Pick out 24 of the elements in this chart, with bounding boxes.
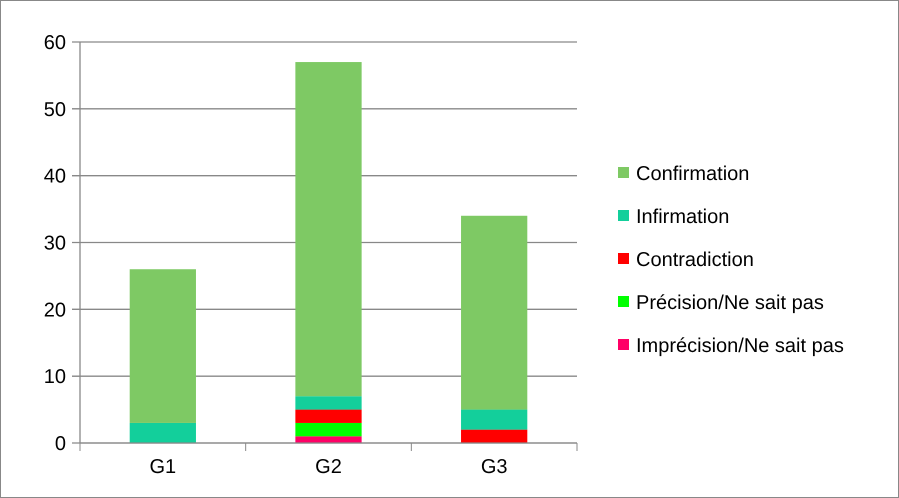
y-tick-label: 0 [54,433,66,455]
legend-label: Précision/Ne sait pas [636,292,824,314]
bar [295,62,362,396]
bar [461,410,528,430]
bar [295,422,362,436]
bar [130,269,196,423]
bar [461,430,528,443]
y-tick-label: 20 [44,299,66,322]
x-tick-label: G2 [315,456,342,478]
bar [130,422,196,443]
y-tick-label: 10 [44,366,66,388]
y-tick-label: 50 [44,98,66,121]
legend-label: Infirmation [636,206,730,228]
y-tick-label: 40 [44,166,66,188]
legend-label: Imprécision/Ne sait pas [636,335,844,357]
x-tick-label: G1 [149,456,176,478]
legend-label: Contradiction [636,249,754,271]
x-tick-label: G3 [480,456,508,478]
bar [295,396,362,410]
y-tick-label: 30 [44,232,66,254]
bar [295,410,362,423]
legend-label: Confirmation [636,163,750,185]
bar [461,216,528,410]
y-tick-label: 60 [44,32,66,54]
